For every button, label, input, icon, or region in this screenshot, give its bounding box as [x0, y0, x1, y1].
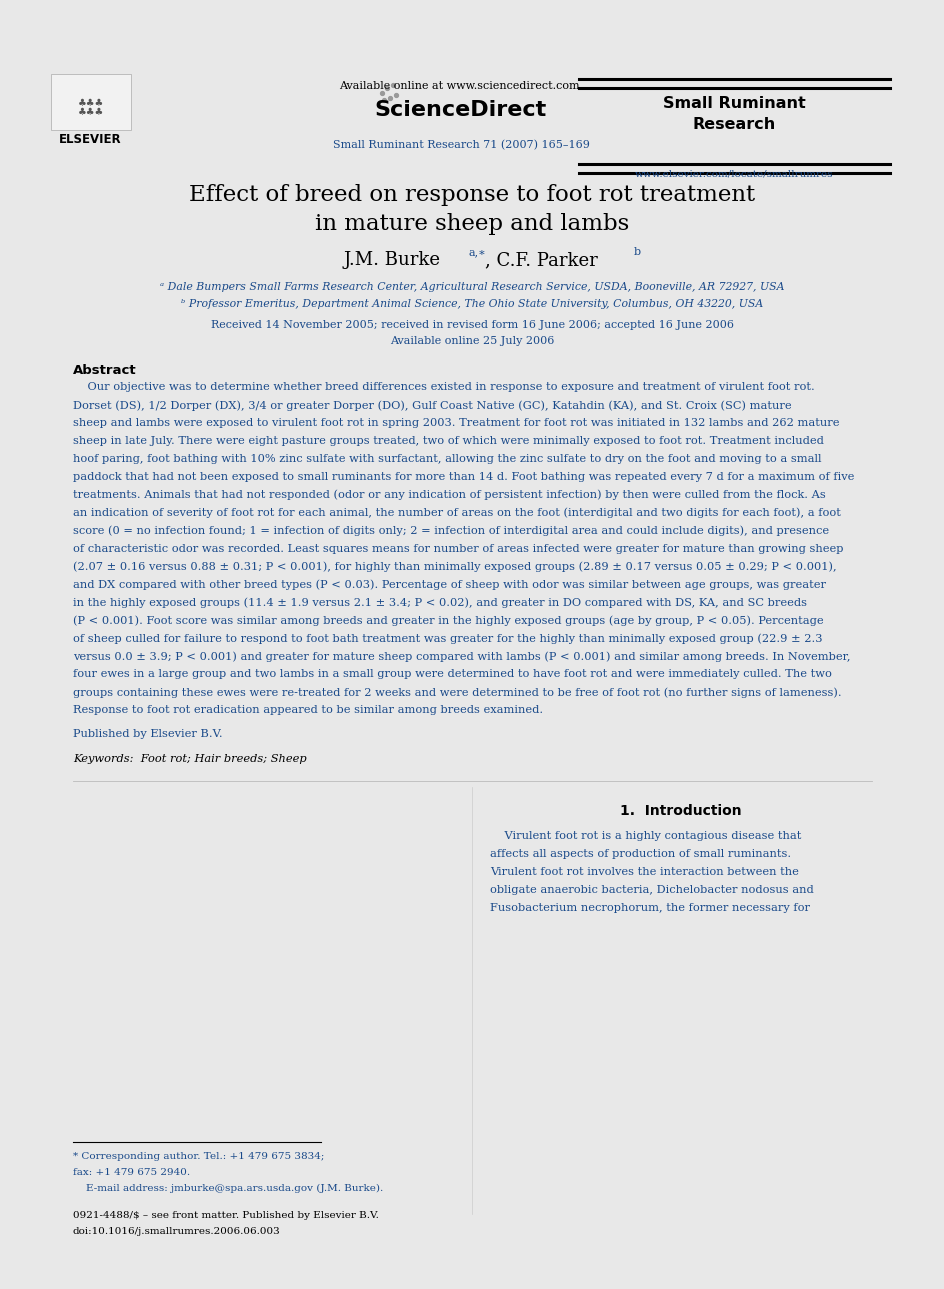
Text: b: b: [633, 247, 641, 258]
Text: E-mail address: jmburke@spa.ars.usda.gov (J.M. Burke).: E-mail address: jmburke@spa.ars.usda.gov…: [73, 1185, 382, 1194]
Text: Virulent foot rot involves the interaction between the: Virulent foot rot involves the interacti…: [490, 866, 799, 877]
Text: Response to foot rot eradication appeared to be similar among breeds examined.: Response to foot rot eradication appeare…: [73, 705, 542, 715]
Text: Keywords:  Foot rot; Hair breeds; Sheep: Keywords: Foot rot; Hair breeds; Sheep: [73, 754, 306, 764]
Text: Published by Elsevier B.V.: Published by Elsevier B.V.: [73, 730, 222, 740]
Text: ♣♣♣
♣♣♣: ♣♣♣ ♣♣♣: [77, 98, 104, 117]
Text: hoof paring, foot bathing with 10% zinc sulfate with surfactant, allowing the zi: hoof paring, foot bathing with 10% zinc …: [73, 454, 820, 464]
Text: Dorset (DS), 1/2 Dorper (DX), 3/4 or greater Dorper (DO), Gulf Coast Native (GC): Dorset (DS), 1/2 Dorper (DX), 3/4 or gre…: [73, 400, 790, 411]
Text: obligate anaerobic bacteria, Dichelobacter nodosus and: obligate anaerobic bacteria, Dichelobact…: [490, 884, 813, 895]
Text: * Corresponding author. Tel.: +1 479 675 3834;: * Corresponding author. Tel.: +1 479 675…: [73, 1152, 324, 1161]
Text: Fusobacterium necrophorum, the former necessary for: Fusobacterium necrophorum, the former ne…: [490, 902, 809, 913]
Text: Small Ruminant
Research: Small Ruminant Research: [663, 97, 805, 133]
Text: J.M. Burke: J.M. Burke: [344, 251, 440, 269]
Text: sheep and lambs were exposed to virulent foot rot in spring 2003. Treatment for : sheep and lambs were exposed to virulent…: [73, 418, 838, 428]
Text: 0921-4488/$ – see front matter. Published by Elsevier B.V.: 0921-4488/$ – see front matter. Publishe…: [73, 1212, 379, 1221]
Text: in mature sheep and lambs: in mature sheep and lambs: [315, 213, 629, 235]
Text: Abstract: Abstract: [73, 363, 136, 376]
FancyBboxPatch shape: [50, 73, 130, 130]
Text: of sheep culled for failure to respond to foot bath treatment was greater for th: of sheep culled for failure to respond t…: [73, 633, 821, 644]
Text: Small Ruminant Research 71 (2007) 165–169: Small Ruminant Research 71 (2007) 165–16…: [332, 139, 589, 150]
Text: Available online 25 July 2006: Available online 25 July 2006: [390, 336, 554, 347]
Text: Received 14 November 2005; received in revised form 16 June 2006; accepted 16 Ju: Received 14 November 2005; received in r…: [211, 320, 733, 330]
Text: an indication of severity of foot rot for each animal, the number of areas on th: an indication of severity of foot rot fo…: [73, 508, 840, 518]
Text: (2.07 ± 0.16 versus 0.88 ± 0.31; P < 0.001), for highly than minimally exposed g: (2.07 ± 0.16 versus 0.88 ± 0.31; P < 0.0…: [73, 562, 835, 572]
Text: doi:10.1016/j.smallrumres.2006.06.003: doi:10.1016/j.smallrumres.2006.06.003: [73, 1227, 280, 1236]
Text: ScienceDirect: ScienceDirect: [375, 101, 547, 120]
Text: ᵇ Professor Emeritus, Department Animal Science, The Ohio State University, Colu: ᵇ Professor Emeritus, Department Animal …: [181, 299, 763, 309]
Text: www.elsevier.com/locate/smallrumres: www.elsevier.com/locate/smallrumres: [634, 169, 833, 178]
Text: in the highly exposed groups (11.4 ± 1.9 versus 2.1 ± 3.4; P < 0.02), and greate: in the highly exposed groups (11.4 ± 1.9…: [73, 598, 806, 608]
Text: score (0 = no infection found; 1 = infection of digits only; 2 = infection of in: score (0 = no infection found; 1 = infec…: [73, 526, 828, 536]
Text: of characteristic odor was recorded. Least squares means for number of areas inf: of characteristic odor was recorded. Lea…: [73, 544, 842, 554]
Text: ELSEVIER: ELSEVIER: [59, 134, 122, 147]
Text: paddock that had not been exposed to small ruminants for more than 14 d. Foot ba: paddock that had not been exposed to sma…: [73, 472, 853, 482]
Text: groups containing these ewes were re-treated for 2 weeks and were determined to : groups containing these ewes were re-tre…: [73, 687, 840, 697]
Text: Virulent foot rot is a highly contagious disease that: Virulent foot rot is a highly contagious…: [490, 830, 801, 840]
Text: 1.  Introduction: 1. Introduction: [620, 803, 741, 817]
Text: Available online at www.sciencedirect.com: Available online at www.sciencedirect.co…: [339, 81, 579, 90]
Text: ᵃ Dale Bumpers Small Farms Research Center, Agricultural Research Service, USDA,: ᵃ Dale Bumpers Small Farms Research Cent…: [160, 282, 784, 291]
Text: affects all aspects of production of small ruminants.: affects all aspects of production of sma…: [490, 848, 790, 858]
Text: a,∗: a,∗: [468, 247, 486, 258]
Text: treatments. Animals that had not responded (odor or any indication of persistent: treatments. Animals that had not respond…: [73, 490, 825, 500]
Text: (P < 0.001). Foot score was similar among breeds and greater in the highly expos: (P < 0.001). Foot score was similar amon…: [73, 615, 822, 626]
Text: fax: +1 479 675 2940.: fax: +1 479 675 2940.: [73, 1168, 190, 1177]
Text: , C.F. Parker: , C.F. Parker: [484, 251, 597, 269]
Text: and DX compared with other breed types (P < 0.03). Percentage of sheep with odor: and DX compared with other breed types (…: [73, 580, 825, 590]
Text: versus 0.0 ± 3.9; P < 0.001) and greater for mature sheep compared with lambs (P: versus 0.0 ± 3.9; P < 0.001) and greater…: [73, 651, 850, 661]
Text: sheep in late July. There were eight pasture groups treated, two of which were m: sheep in late July. There were eight pas…: [73, 436, 823, 446]
Text: four ewes in a large group and two lambs in a small group were determined to hav: four ewes in a large group and two lambs…: [73, 669, 831, 679]
Text: Effect of breed on response to foot rot treatment: Effect of breed on response to foot rot …: [189, 184, 755, 206]
Text: Our objective was to determine whether breed differences existed in response to : Our objective was to determine whether b…: [73, 382, 814, 392]
